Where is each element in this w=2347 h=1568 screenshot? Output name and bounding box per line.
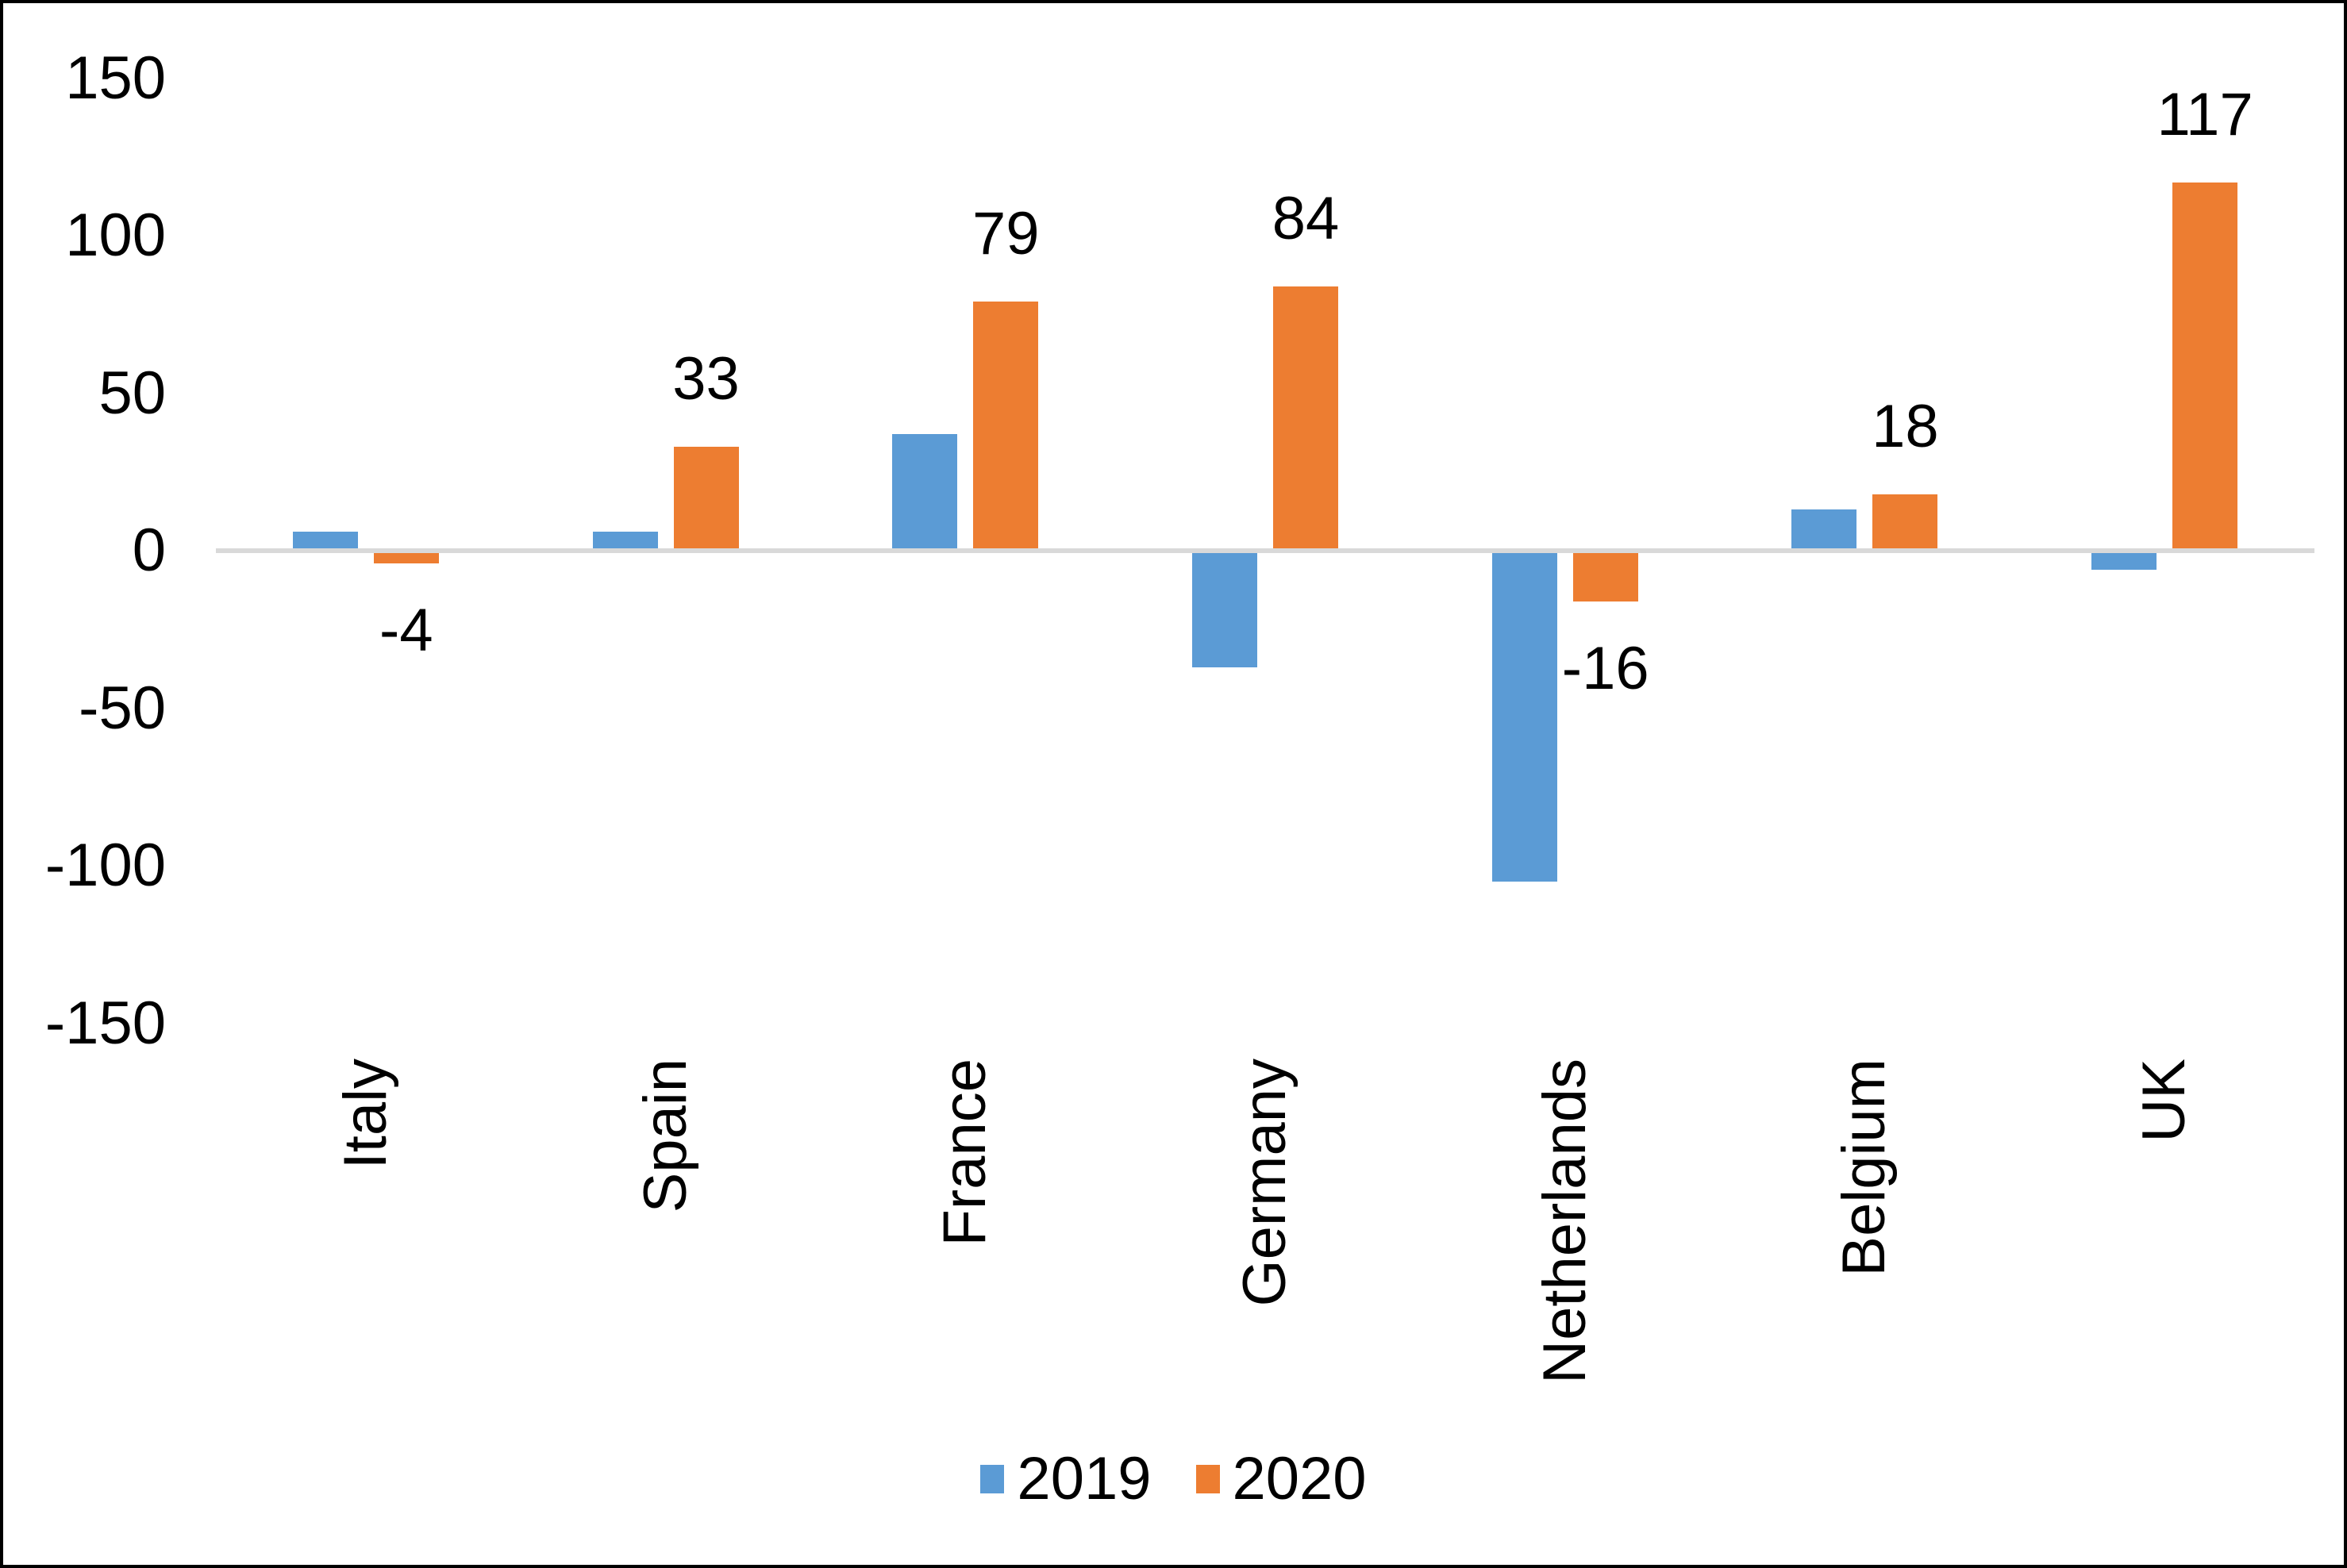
category-label-spain: Spain <box>631 1059 699 1213</box>
bar-2020-uk <box>2172 182 2238 551</box>
y-tick-label-50: 50 <box>98 359 166 427</box>
data-label-2020-netherlands: -16 <box>1561 634 1649 702</box>
bar-2019-belgium <box>1791 509 1857 551</box>
category-label-france: France <box>931 1059 999 1247</box>
category-label-belgium: Belgium <box>1830 1059 1899 1277</box>
y-tick-label--150: -150 <box>44 989 166 1057</box>
bar-2020-spain <box>673 446 739 551</box>
category-label-germany: Germany <box>1231 1059 1299 1307</box>
y-tick-label-0: 0 <box>132 517 166 584</box>
bar-2020-france <box>973 302 1039 551</box>
bar-2019-uk <box>2091 551 2157 570</box>
legend-item-2019: 2019 <box>980 1445 1152 1512</box>
data-label-2020-spain: 33 <box>672 344 740 413</box>
legend-swatch-2020 <box>1195 1465 1220 1493</box>
y-tick-label-150: 150 <box>65 44 166 112</box>
data-label-2020-belgium: 18 <box>1872 392 1939 460</box>
y-tick-label-100: 100 <box>65 202 166 269</box>
bar-2019-spain <box>592 532 658 551</box>
bar-2020-italy <box>373 551 439 563</box>
x-axis-zero-line <box>216 548 2314 553</box>
bar-2020-germany <box>1273 286 1338 551</box>
legend-label-2019: 2019 <box>1017 1445 1152 1512</box>
legend-label-2020: 2020 <box>1232 1445 1367 1512</box>
data-label-2020-france: 79 <box>972 200 1040 268</box>
bar-2020-belgium <box>1872 494 1938 551</box>
category-label-netherlands: Netherlands <box>1530 1059 1599 1384</box>
category-label-uk: UK <box>2130 1059 2199 1143</box>
bar-2020-netherlands <box>1572 551 1638 601</box>
bar-2019-france <box>892 434 958 551</box>
data-label-2020-uk: 117 <box>2157 80 2253 148</box>
chart-legend: 2019 2020 <box>3 1447 2344 1511</box>
data-label-2020-italy: -4 <box>379 596 433 664</box>
data-label-2020-germany: 84 <box>1272 184 1340 252</box>
bar-2019-germany <box>1192 551 1257 667</box>
bar-2019-netherlands <box>1491 551 1557 882</box>
bar-2019-italy <box>292 532 358 551</box>
y-tick-label--50: -50 <box>79 674 166 742</box>
y-tick-label--100: -100 <box>44 832 166 899</box>
legend-item-2020: 2020 <box>1195 1445 1367 1512</box>
category-label-italy: Italy <box>331 1059 399 1170</box>
legend-swatch-2019 <box>980 1465 1005 1493</box>
